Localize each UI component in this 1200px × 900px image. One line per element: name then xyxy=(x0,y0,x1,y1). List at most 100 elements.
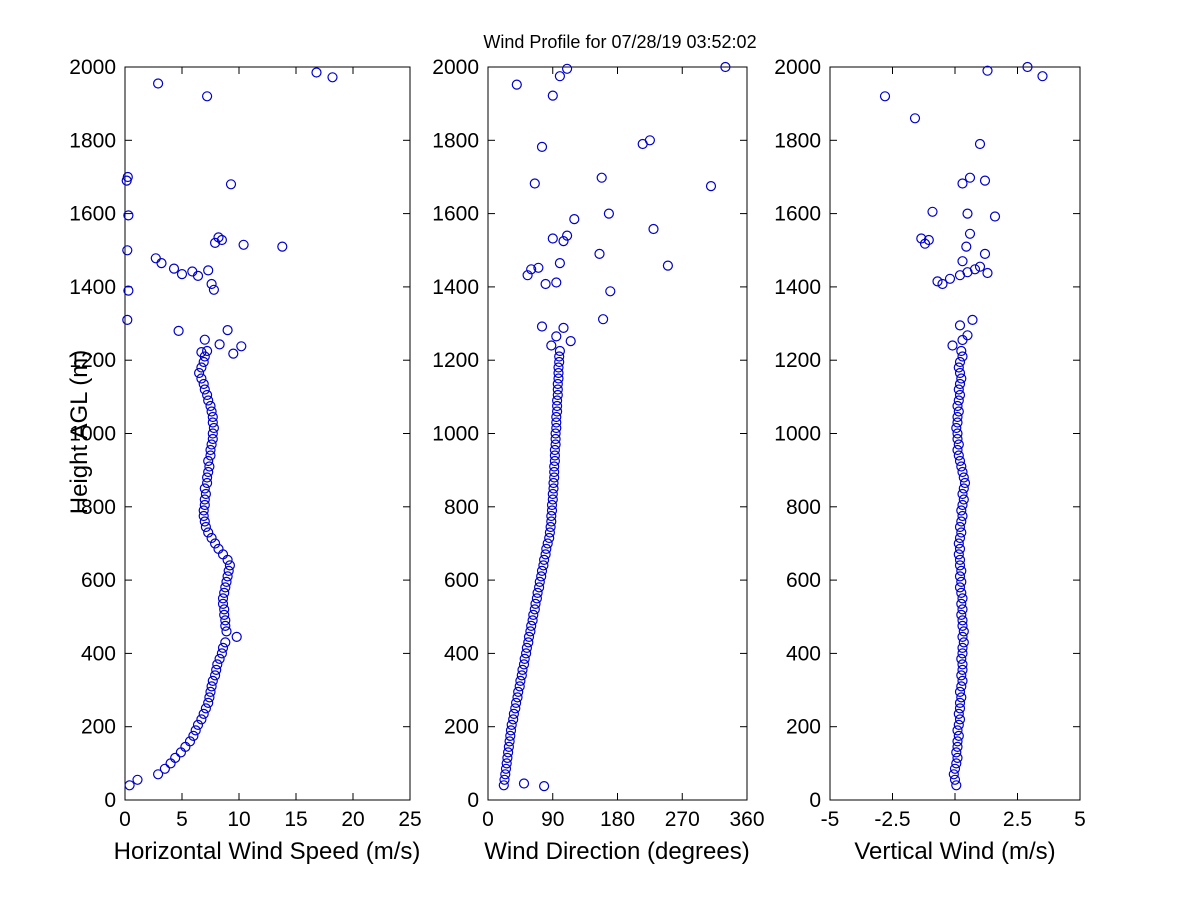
data-point xyxy=(956,576,967,588)
data-point xyxy=(207,675,218,687)
data-point xyxy=(199,494,210,505)
data-point xyxy=(596,172,607,183)
data-point xyxy=(962,208,973,219)
data-point xyxy=(503,747,514,758)
data-point xyxy=(517,664,528,676)
data-point xyxy=(217,642,229,654)
data-point xyxy=(196,347,207,358)
data-point xyxy=(954,378,966,390)
data-point xyxy=(705,181,717,192)
data-point xyxy=(958,472,969,483)
data-point xyxy=(957,256,968,267)
data-point xyxy=(505,730,516,742)
data-point xyxy=(552,389,563,401)
data-point xyxy=(205,400,216,412)
data-point xyxy=(952,736,963,747)
x-tick-label: 0 xyxy=(482,808,494,831)
y-tick-label: 0 xyxy=(104,789,116,812)
data-point xyxy=(534,576,545,588)
data-point xyxy=(216,234,227,246)
data-point xyxy=(982,65,993,76)
data-point xyxy=(957,593,968,604)
x-tick-label: 10 xyxy=(227,808,250,831)
data-point xyxy=(225,179,237,190)
data-point xyxy=(561,230,573,241)
data-point xyxy=(927,206,938,217)
data-point xyxy=(957,648,968,659)
data-point xyxy=(553,362,564,373)
y-tick-label: 2000 xyxy=(69,56,116,79)
data-point xyxy=(549,455,561,467)
data-point xyxy=(957,488,968,500)
data-point xyxy=(122,314,133,325)
data-point xyxy=(220,582,231,593)
y-tick-label: 200 xyxy=(444,716,479,739)
data-point xyxy=(954,389,966,401)
data-point xyxy=(953,708,964,720)
data-point xyxy=(947,340,958,351)
data-point xyxy=(518,659,530,670)
y-tick-label: 800 xyxy=(444,496,479,519)
y-tick-label: 1800 xyxy=(774,129,821,152)
data-point xyxy=(503,741,514,753)
data-point xyxy=(527,615,538,626)
data-point xyxy=(554,356,565,368)
data-point xyxy=(198,356,209,368)
data-point xyxy=(644,135,656,146)
data-point xyxy=(954,560,966,571)
data-point xyxy=(956,461,967,472)
data-point xyxy=(199,516,210,527)
data-point xyxy=(547,494,558,505)
y-tick-label: 1600 xyxy=(69,203,116,226)
x-tick-label: 15 xyxy=(284,808,307,831)
data-point xyxy=(327,72,338,83)
x-tick-label: 0 xyxy=(949,808,961,831)
data-point xyxy=(123,285,134,296)
data-point xyxy=(952,433,963,445)
x-tick-label: 25 xyxy=(398,808,421,831)
data-point xyxy=(199,499,210,511)
data-point xyxy=(199,483,210,494)
data-point xyxy=(202,345,213,357)
data-point xyxy=(953,719,964,731)
data-point xyxy=(200,703,211,714)
y-tick-label: 1800 xyxy=(432,129,479,152)
data-point xyxy=(553,373,564,384)
data-point xyxy=(919,238,931,249)
data-point xyxy=(504,736,515,747)
data-point xyxy=(953,549,964,560)
data-point xyxy=(603,208,615,219)
data-point xyxy=(196,362,207,373)
axis-box xyxy=(124,66,411,801)
data-point xyxy=(551,277,562,288)
data-point xyxy=(956,681,967,692)
data-point xyxy=(514,681,525,692)
data-point xyxy=(311,67,322,78)
y-tick-label: 200 xyxy=(81,716,116,739)
x-tick-label: 360 xyxy=(729,808,764,831)
data-point xyxy=(961,241,972,252)
data-point xyxy=(949,763,961,774)
data-point xyxy=(546,516,557,527)
data-point xyxy=(964,228,976,239)
data-point xyxy=(522,270,533,281)
data-point xyxy=(544,532,555,544)
data-point xyxy=(547,233,558,244)
data-point xyxy=(202,477,213,489)
data-point xyxy=(500,763,512,774)
x-tick-label: 180 xyxy=(600,808,635,831)
data-point xyxy=(954,521,966,533)
data-point xyxy=(954,582,966,593)
data-point xyxy=(969,264,981,275)
data-point xyxy=(957,664,968,676)
data-point xyxy=(198,378,209,390)
data-point xyxy=(953,538,964,549)
data-point xyxy=(957,178,968,189)
subplot-0: 0 5 10 15 20 25 0 200 400 600 800 1000 1200 1400 1600 1… xyxy=(69,56,421,831)
y-tick-label: 1400 xyxy=(774,276,821,299)
data-point xyxy=(221,576,232,588)
data-point xyxy=(526,264,537,275)
data-point xyxy=(529,178,540,189)
data-point xyxy=(953,362,964,373)
data-point xyxy=(202,472,213,483)
